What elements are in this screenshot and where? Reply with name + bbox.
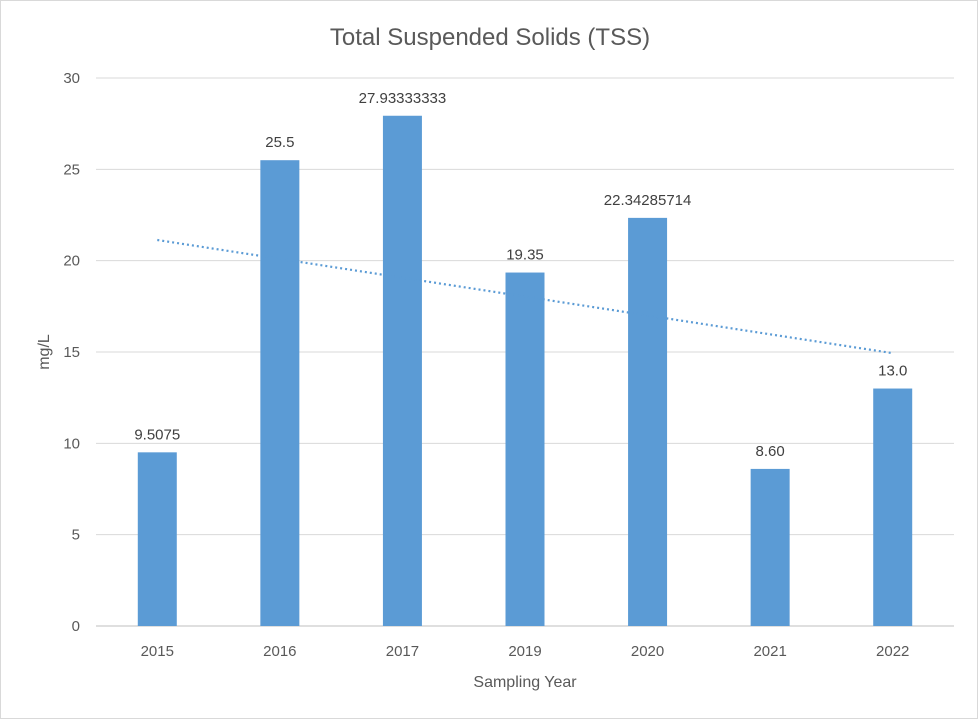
bar-2016 bbox=[260, 160, 300, 626]
bar-2017 bbox=[382, 115, 422, 627]
y-tick-label: 20 bbox=[63, 253, 80, 270]
data-labels: 9.5075 25.5 27.93333333 19.35 22.34285714 8.6… bbox=[134, 90, 907, 460]
bar-2019 bbox=[505, 272, 545, 626]
data-label-2017: 27.93333333 bbox=[359, 90, 447, 107]
y-tick-label: 5 bbox=[72, 527, 80, 544]
x-tick-label: 2015 bbox=[141, 643, 174, 660]
y-tick-label: 10 bbox=[63, 435, 80, 452]
x-tick-label: 2022 bbox=[876, 643, 909, 660]
data-label-2015: 9.5075 bbox=[134, 426, 180, 443]
x-tick-label: 2021 bbox=[753, 643, 786, 660]
bar-2022 bbox=[873, 388, 913, 626]
bars bbox=[137, 115, 913, 627]
x-tick-label: 2016 bbox=[263, 643, 296, 660]
data-label-2021: 8.60 bbox=[756, 443, 785, 460]
x-axis-ticks: 2015 2016 2017 2019 2020 2021 2022 bbox=[141, 643, 910, 660]
data-label-2022: 13.0 bbox=[878, 363, 907, 380]
bar-2021 bbox=[750, 468, 790, 626]
x-tick-label: 2017 bbox=[386, 643, 419, 660]
y-tick-label: 30 bbox=[63, 70, 80, 87]
x-tick-label: 2019 bbox=[508, 643, 541, 660]
y-axis-title: mg/L bbox=[36, 334, 53, 370]
x-tick-label: 2020 bbox=[631, 643, 664, 660]
y-tick-label: 15 bbox=[63, 344, 80, 361]
chart-title: Total Suspended Solids (TSS) bbox=[330, 24, 650, 51]
x-axis-title: Sampling Year bbox=[473, 674, 577, 691]
data-label-2020: 22.34285714 bbox=[604, 192, 692, 209]
y-tick-label: 25 bbox=[63, 161, 80, 178]
data-label-2019: 19.35 bbox=[506, 247, 544, 264]
trendline bbox=[157, 238, 893, 355]
bar-2020 bbox=[628, 217, 668, 626]
y-axis-ticks: 0 5 10 15 20 25 30 bbox=[63, 70, 80, 635]
bar-2015 bbox=[137, 452, 177, 626]
y-tick-label: 0 bbox=[72, 618, 80, 635]
trendline-layer bbox=[157, 238, 893, 355]
data-label-2016: 25.5 bbox=[265, 134, 294, 151]
